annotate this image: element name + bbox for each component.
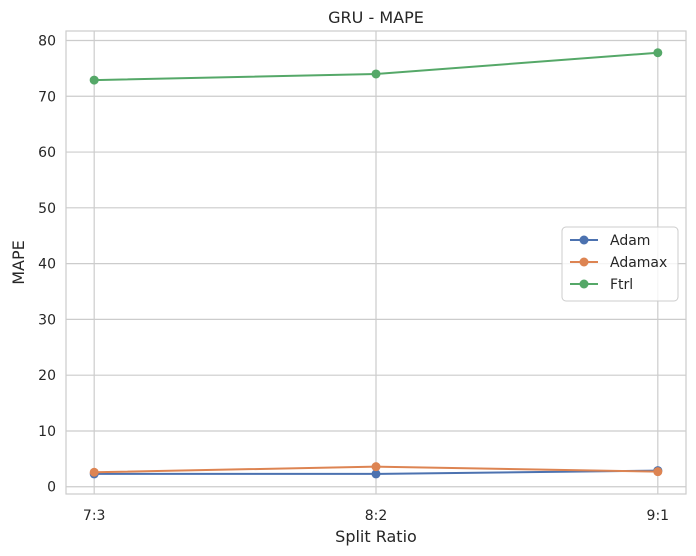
legend: Adam Adamax Ftrl bbox=[561, 226, 679, 302]
y-axis-label: MAPE bbox=[9, 240, 28, 285]
chart-title: GRU - MAPE bbox=[328, 8, 424, 27]
plot-frame bbox=[65, 30, 687, 495]
series-adamax bbox=[89, 462, 663, 477]
grid bbox=[66, 31, 686, 494]
legend-marker bbox=[579, 279, 589, 289]
series-ftrl bbox=[89, 48, 663, 85]
y-tick-label: 70 bbox=[38, 89, 56, 105]
legend-box bbox=[561, 226, 679, 302]
y-tick-label: 50 bbox=[38, 201, 56, 217]
legend-label: Adam bbox=[610, 233, 650, 249]
legend-label: Ftrl bbox=[610, 277, 633, 293]
y-tick-label: 40 bbox=[38, 257, 56, 273]
data-point bbox=[89, 75, 99, 85]
data-point bbox=[653, 467, 663, 477]
legend-item-adamax: Adamax bbox=[570, 255, 667, 271]
data-point bbox=[89, 467, 99, 477]
x-tick-label: 7:3 bbox=[83, 508, 106, 524]
data-point bbox=[371, 469, 381, 479]
legend-item-ftrl: Ftrl bbox=[570, 277, 633, 293]
legend-item-adam: Adam bbox=[570, 233, 650, 249]
data-point bbox=[653, 48, 663, 58]
x-tick-label: 8:2 bbox=[365, 508, 388, 524]
y-tick-label: 60 bbox=[38, 145, 56, 161]
legend-marker bbox=[579, 235, 589, 245]
data-point bbox=[371, 69, 381, 79]
y-tick-label: 30 bbox=[38, 312, 56, 328]
y-tick-label: 10 bbox=[38, 424, 56, 440]
legend-label: Adamax bbox=[610, 255, 667, 271]
y-tick-label: 0 bbox=[47, 480, 56, 496]
x-axis-label: Split Ratio bbox=[335, 527, 417, 546]
x-tick-label: 9:1 bbox=[647, 508, 670, 524]
y-tick-label: 20 bbox=[38, 368, 56, 384]
y-tick-label: 80 bbox=[38, 33, 56, 49]
data-point bbox=[371, 462, 381, 472]
legend-marker bbox=[579, 257, 589, 267]
